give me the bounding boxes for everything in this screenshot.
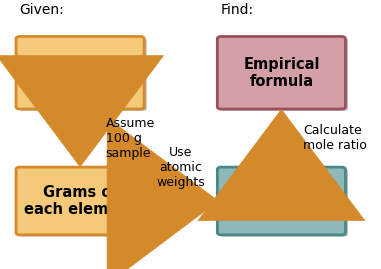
Text: Mass %
elements: Mass % elements xyxy=(42,56,118,89)
FancyBboxPatch shape xyxy=(220,169,348,236)
Text: Use
atomic
weights: Use atomic weights xyxy=(156,146,205,189)
Text: Assume
100 g
sample: Assume 100 g sample xyxy=(106,116,155,160)
FancyBboxPatch shape xyxy=(16,37,144,109)
FancyBboxPatch shape xyxy=(19,169,147,236)
Text: Moles of
each element: Moles of each element xyxy=(226,185,338,217)
Text: Find:: Find: xyxy=(221,3,254,17)
FancyBboxPatch shape xyxy=(16,167,144,235)
FancyBboxPatch shape xyxy=(19,38,147,111)
Text: Calculate
mole ratio: Calculate mole ratio xyxy=(303,124,367,152)
Text: Empirical
formula: Empirical formula xyxy=(243,56,320,89)
Text: Given:: Given: xyxy=(20,3,64,17)
FancyBboxPatch shape xyxy=(217,37,346,109)
Text: Grams of
each element: Grams of each element xyxy=(24,185,136,217)
FancyBboxPatch shape xyxy=(217,167,346,235)
FancyBboxPatch shape xyxy=(220,38,348,111)
